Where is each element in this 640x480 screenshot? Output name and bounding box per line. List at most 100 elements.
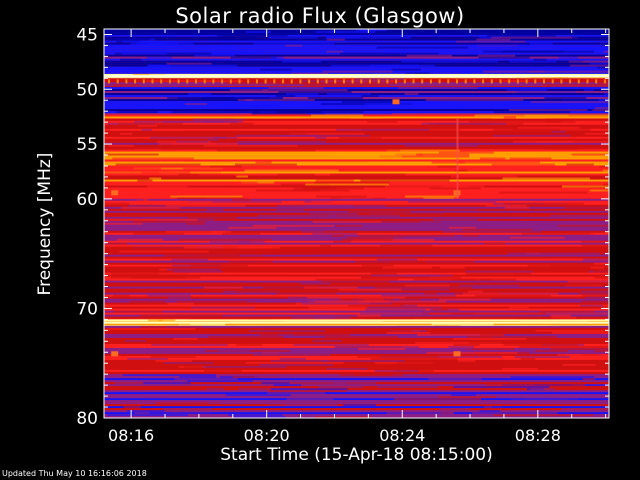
heatmap-texture: [149, 210, 167, 213]
heatmap-dash: [473, 79, 476, 84]
heatmap-row: [104, 38, 609, 41]
heatmap-texture: [325, 36, 360, 39]
heatmap-texture: [463, 234, 479, 237]
heatmap-texture: [395, 414, 486, 417]
heatmap-texture: [220, 40, 305, 43]
heatmap-row: [104, 151, 609, 154]
heatmap-texture: [509, 60, 557, 63]
heatmap-texture: [147, 64, 238, 67]
heatmap-texture: [582, 149, 609, 152]
heatmap-texture: [141, 128, 153, 131]
heatmap-texture: [343, 86, 362, 88]
heatmap-texture: [545, 99, 609, 102]
heatmap-texture: [381, 258, 462, 261]
heatmap-texture: [583, 89, 594, 92]
heatmap-texture: [357, 355, 439, 358]
heatmap-row: [104, 398, 609, 401]
heatmap-dash: [195, 79, 197, 84]
heatmap-texture: [339, 52, 439, 55]
heatmap-texture: [207, 316, 298, 319]
heatmap-dash: [560, 79, 563, 84]
heatmap-texture: [504, 40, 596, 43]
heatmap-texture: [503, 202, 584, 205]
heatmap-texture: [574, 402, 609, 405]
heatmap-texture: [134, 120, 224, 123]
heatmap-texture: [404, 144, 479, 147]
heatmap-row: [104, 163, 609, 166]
heatmap-row: [104, 331, 609, 334]
heatmap-texture: [246, 300, 315, 303]
heatmap-texture: [293, 222, 327, 225]
heatmap-texture: [370, 272, 397, 275]
heatmap-dash: [586, 79, 589, 84]
heatmap-row: [104, 314, 609, 317]
heatmap-texture: [379, 155, 470, 158]
x-tick-label: 08:20: [244, 426, 290, 445]
heatmap-texture: [165, 327, 245, 330]
heatmap-burst: [111, 351, 119, 357]
heatmap-row: [104, 72, 609, 74]
heatmap-texture: [137, 179, 153, 182]
heatmap-texture: [243, 396, 331, 399]
heatmap-row: [104, 290, 609, 293]
heatmap-texture: [254, 376, 353, 379]
heatmap-texture: [566, 220, 609, 223]
heatmap-texture: [309, 212, 359, 215]
heatmap-texture: [235, 163, 297, 166]
heatmap-texture: [314, 181, 390, 184]
heatmap-texture: [184, 365, 203, 368]
heatmap-texture: [343, 404, 377, 407]
heatmap-texture: [191, 400, 272, 403]
heatmap-texture: [438, 396, 496, 399]
heatmap-texture: [245, 31, 272, 33]
heatmap-texture: [180, 234, 194, 237]
heatmap-texture: [273, 302, 296, 305]
heatmap-texture: [453, 109, 473, 112]
heatmap-texture: [385, 185, 468, 188]
heatmap-texture: [108, 44, 187, 47]
heatmap-row: [104, 312, 609, 315]
heatmap-texture: [530, 388, 556, 391]
heatmap-row: [104, 159, 609, 162]
heatmap-texture: [117, 390, 201, 393]
heatmap-texture: [279, 357, 306, 360]
heatmap-row: [104, 272, 609, 275]
heatmap-row: [104, 60, 609, 63]
heatmap-texture: [389, 363, 443, 366]
heatmap-texture: [179, 191, 220, 194]
heatmap-texture: [222, 232, 261, 235]
heatmap-texture: [216, 149, 316, 152]
heatmap-dash: [334, 79, 337, 84]
heatmap-texture: [172, 142, 218, 145]
heatmap-texture: [170, 151, 197, 154]
heatmap-texture: [342, 197, 374, 199]
heatmap-row: [104, 157, 609, 160]
heatmap-texture: [251, 116, 347, 119]
heatmap-row: [104, 408, 609, 411]
heatmap-texture: [235, 390, 290, 393]
heatmap-texture: [183, 167, 245, 170]
heatmap-texture: [307, 296, 406, 299]
heatmap-texture: [322, 165, 368, 168]
heatmap-texture: [147, 294, 191, 297]
heatmap-texture: [492, 134, 571, 137]
heatmap-texture: [550, 314, 571, 317]
heatmap-texture: [270, 359, 328, 362]
heatmap-texture: [529, 70, 609, 73]
heatmap-texture: [171, 258, 209, 261]
heatmap-texture: [544, 124, 609, 127]
heatmap-texture: [230, 89, 269, 92]
heatmap-texture: [398, 87, 478, 90]
heatmap-dash: [273, 79, 276, 84]
heatmap-texture: [451, 394, 477, 397]
heatmap-row: [104, 270, 609, 273]
heatmap-row: [104, 33, 609, 35]
heatmap-texture: [542, 312, 609, 315]
heatmap-texture: [453, 325, 550, 326]
heatmap-texture: [364, 103, 443, 106]
heatmap-texture: [537, 402, 559, 405]
heatmap-texture: [113, 310, 163, 313]
heatmap-texture: [146, 80, 244, 83]
heatmap-texture: [465, 272, 532, 275]
heatmap-texture: [455, 339, 485, 342]
